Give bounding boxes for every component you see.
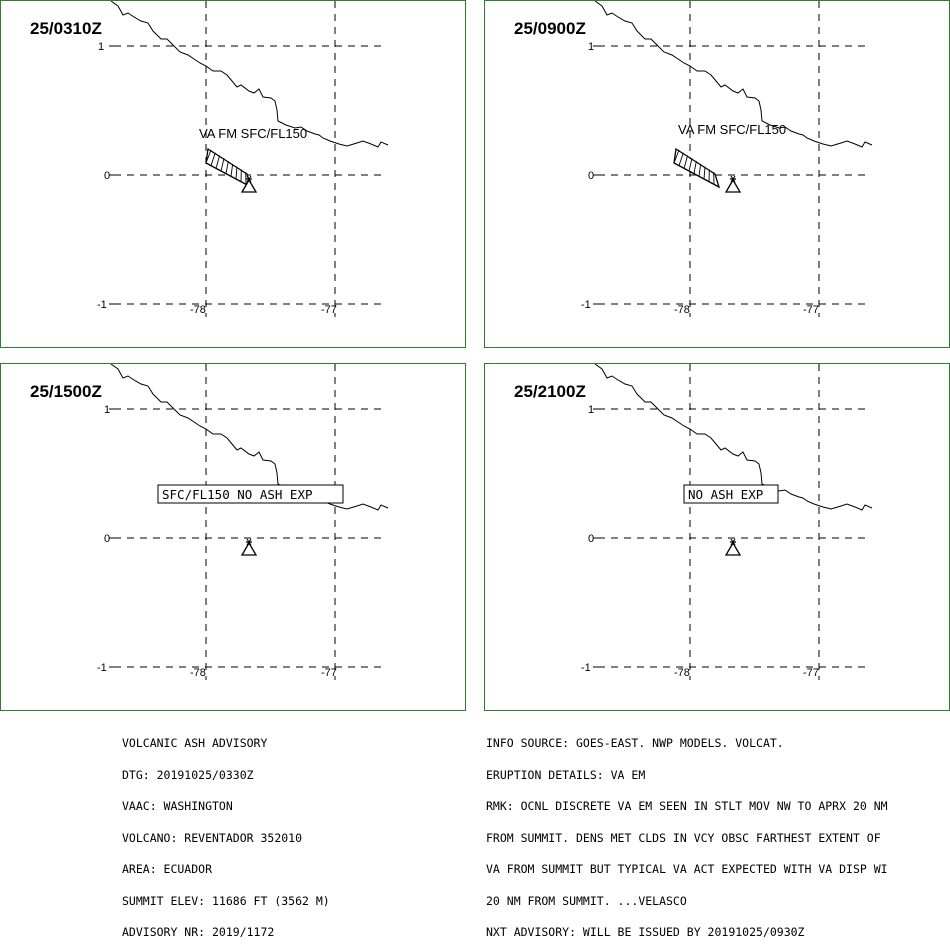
lat-label-top: 1	[98, 41, 104, 53]
lon-label-right: -77	[321, 667, 337, 679]
ash-cloud-polygon	[674, 149, 719, 187]
forecast-panel-2100z: 1 0 -1 -78 -77 NO ASH EXP 25/2100Z	[484, 363, 950, 711]
lon-label-right: -77	[803, 304, 819, 316]
map-canvas: 1 0 -1 -78 -77 SFC/FL150 NO ASH EXP	[1, 364, 467, 712]
lon-label-right: -77	[803, 667, 819, 679]
map-grid	[109, 364, 387, 680]
volcano-triangle	[726, 180, 740, 192]
lat-label-mid: 0	[104, 533, 110, 545]
map-canvas: 1 0 -1 -78 -77 VA FM SFC/FL150	[485, 1, 950, 349]
lat-label-mid: 0	[104, 170, 110, 182]
panel-time: 25/0900Z	[514, 19, 586, 39]
lat-label-top: 1	[104, 404, 110, 416]
lon-label-left: -78	[190, 667, 206, 679]
lat-label-mid: 0	[588, 533, 594, 545]
advisory-area: AREA: ECUADOR	[122, 864, 330, 875]
lat-label-bot: -1	[97, 662, 107, 674]
map-grid	[593, 364, 871, 680]
map-canvas: 1 0 -1 -78 -77 NO ASH EXP	[485, 364, 950, 712]
advisory-vaac: VAAC: WASHINGTON	[122, 801, 330, 812]
lon-label-left: -78	[674, 667, 690, 679]
lat-label-top: 1	[588, 404, 594, 416]
volcano-triangle	[726, 543, 740, 555]
ash-height-label: VA FM SFC/FL150	[199, 126, 307, 141]
advisory-remark: 20 NM FROM SUMMIT. ...VELASCO	[486, 896, 888, 907]
lat-label-bot: -1	[581, 662, 591, 674]
advisory-volcano: VOLCANO: REVENTADOR 352010	[122, 833, 330, 844]
no-ash-label: SFC/FL150 NO ASH EXP	[162, 487, 313, 502]
forecast-panel-0900z: 1 0 -1 -78 -77 VA FM SFC/FL150 25/0900Z	[484, 0, 950, 348]
lon-label-left: -78	[674, 304, 690, 316]
lon-label-left: -78	[190, 304, 206, 316]
volcano-icon	[726, 176, 740, 192]
advisory-remark: RMK: OCNL DISCRETE VA EM SEEN IN STLT MO…	[486, 801, 888, 812]
no-ash-label: NO ASH EXP	[688, 487, 763, 502]
map-grid	[109, 1, 387, 317]
lon-label-right: -77	[321, 304, 337, 316]
volcano-icon	[242, 539, 256, 555]
volcano-triangle	[242, 543, 256, 555]
advisory-remark: FROM SUMMIT. DENS MET CLDS IN VCY OBSC F…	[486, 833, 888, 844]
panel-time: 25/0310Z	[30, 19, 102, 39]
forecast-panel-0310z: 1 0 -1 -78 -77 VA FM SFC/FL150 25/0310Z	[0, 0, 466, 348]
lat-label-bot: -1	[97, 299, 107, 311]
panel-time: 25/2100Z	[514, 382, 586, 402]
panel-time: 25/1500Z	[30, 382, 102, 402]
lat-label-mid: 0	[588, 170, 594, 182]
advisory-remark: VA FROM SUMMIT BUT TYPICAL VA ACT EXPECT…	[486, 864, 888, 875]
advisory-number: ADVISORY NR: 2019/1172	[122, 927, 330, 938]
advisory-text-left: VOLCANIC ASH ADVISORY DTG: 20191025/0330…	[122, 717, 330, 948]
ash-height-label: VA FM SFC/FL150	[678, 122, 786, 137]
forecast-panel-1500z: 1 0 -1 -78 -77 SFC/FL150 NO ASH EXP 25/1…	[0, 363, 466, 711]
ash-cloud-polygon	[206, 149, 251, 187]
advisory-text-right: INFO SOURCE: GOES-EAST. NWP MODELS. VOLC…	[486, 717, 888, 948]
advisory-dtg: DTG: 20191025/0330Z	[122, 770, 330, 781]
map-grid	[593, 1, 871, 317]
advisory-eruption-details: ERUPTION DETAILS: VA EM	[486, 770, 888, 781]
volcano-icon	[726, 539, 740, 555]
advisory-summit-elev: SUMMIT ELEV: 11686 FT (3562 M)	[122, 896, 330, 907]
advisory-info-source: INFO SOURCE: GOES-EAST. NWP MODELS. VOLC…	[486, 738, 888, 749]
map-canvas: 1 0 -1 -78 -77 VA FM SFC/FL150	[1, 1, 467, 349]
ash-outline	[674, 149, 719, 187]
lat-label-bot: -1	[581, 299, 591, 311]
advisory-next: NXT ADVISORY: WILL BE ISSUED BY 20191025…	[486, 927, 888, 938]
ash-outline	[206, 149, 251, 187]
lat-label-top: 1	[588, 41, 594, 53]
advisory-title: VOLCANIC ASH ADVISORY	[122, 738, 330, 749]
